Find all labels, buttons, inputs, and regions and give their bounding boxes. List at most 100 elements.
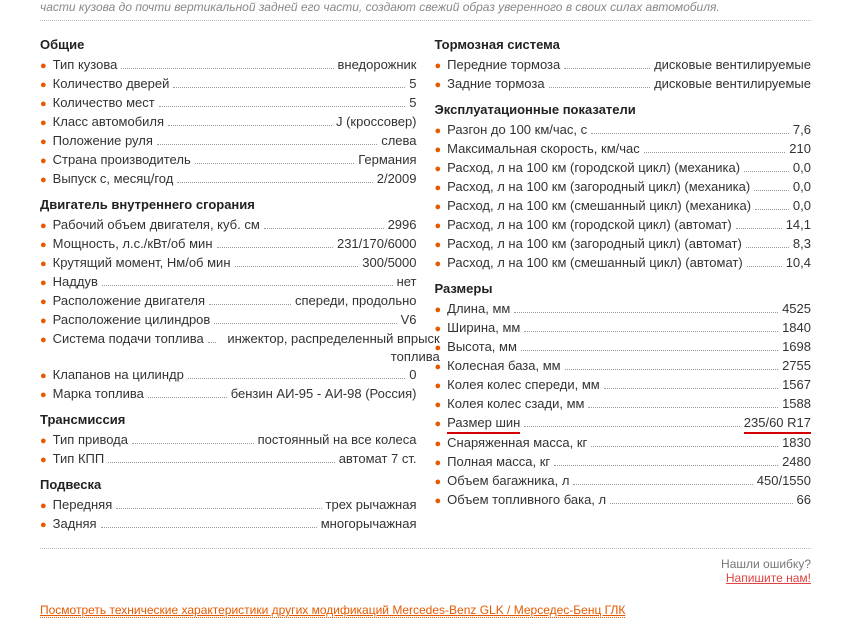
spec-label: Снаряженная масса, кг [447,434,587,452]
dots-filler [754,190,789,191]
bullet-icon: ● [40,312,47,330]
dots-filler [188,378,405,379]
dots-filler [565,369,779,370]
spec-value: 2/2009 [377,170,417,188]
bullet-icon: ● [435,435,442,453]
spec-label: Длина, мм [447,300,510,318]
spec-value: 1830 [782,434,811,452]
spec-value: спереди, продольно [295,292,417,310]
dots-filler [148,397,227,398]
dots-filler [217,247,333,248]
spec-label: Размер шин [447,414,520,434]
spec-row: ●Высота, мм1698 [435,338,812,357]
spec-label: Тип привода [53,431,128,449]
spec-label: Мощность, л.с./кВт/об мин [53,235,213,253]
spec-row: ●Крутящий момент, Нм/об мин300/5000 [40,254,417,273]
bullet-icon: ● [435,179,442,197]
bullet-icon: ● [435,57,442,75]
dots-filler [747,266,782,267]
spec-label: Класс автомобиля [53,113,164,131]
spec-label: Расход, л на 100 км (смешанный цикл) (ме… [447,197,751,215]
bullet-icon: ● [435,160,442,178]
spec-value: 450/1550 [757,472,811,490]
spec-value: слева [381,132,416,150]
dots-filler [564,68,650,69]
spec-value: 66 [797,491,811,509]
bullet-icon: ● [435,301,442,319]
spec-label: Объем топливного бака, л [447,491,606,509]
spec-row: ●Расположение двигателяспереди, продольн… [40,292,417,311]
spec-value: 0,0 [793,159,811,177]
spec-label: Расход, л на 100 км (городской цикл) (ав… [447,216,732,234]
spec-row: ●Разгон до 100 км/час, с7,6 [435,121,812,140]
spec-value: автомат 7 ст. [339,450,417,468]
spec-row: ●Тип КППавтомат 7 ст. [40,450,417,469]
spec-label: Колея колес спереди, мм [447,376,600,394]
spec-row: ●Расход, л на 100 км (загородный цикл) (… [435,178,812,197]
spec-row: ●Максимальная скорость, км/час210 [435,140,812,159]
dots-filler [588,407,778,408]
spec-label: Полная масса, кг [447,453,550,471]
spec-label: Максимальная скорость, км/час [447,140,640,158]
bullet-icon: ● [435,76,442,94]
bullet-icon: ● [40,331,47,349]
spec-label: Высота, мм [447,338,517,356]
footer-question: Нашли ошибку? [721,557,811,571]
spec-value: 7,6 [793,121,811,139]
footer-write-link[interactable]: Напишите нам! [726,571,811,585]
section-title: Эксплуатационные показатели [435,102,812,117]
bullet-icon: ● [40,432,47,450]
column-right: Тормозная система ●Передние тормозадисков… [435,29,812,534]
spec-label: Положение руля [53,132,153,150]
bullet-icon: ● [40,497,47,515]
spec-label: Выпуск с, месяц/год [53,170,174,188]
dots-filler [573,484,752,485]
spec-row: ● Положение руля слева [40,132,417,151]
spec-row: ●Передние тормозадисковые вентилируемые [435,56,812,75]
dots-filler [644,152,786,153]
dots-filler [521,350,778,351]
spec-value: 10,4 [786,254,811,272]
spec-label: Рабочий объем двигателя, куб. см [53,216,260,234]
spec-row: ●Выпуск с, месяц/год2/2009 [40,170,417,189]
spec-label: Колея колес сзади, мм [447,395,584,413]
spec-value: 2480 [782,453,811,471]
spec-row: ●Длина, мм4525 [435,300,812,319]
spec-row: ●Клапанов на цилиндр0 [40,366,417,385]
dots-filler [209,304,291,305]
dots-filler [264,228,384,229]
dots-filler [157,144,377,145]
section-title: Подвеска [40,477,417,492]
spec-label: Страна производитель [53,151,191,169]
dots-filler [554,465,778,466]
dots-filler [610,503,792,504]
spec-value: 235/60 R17 [744,414,811,434]
section-title: Тормозная система [435,37,812,52]
spec-value: дисковые вентилируемые [654,56,811,74]
dots-filler [746,247,789,248]
dots-filler [208,342,216,343]
spec-label: Расход, л на 100 км (смешанный цикл) (ав… [447,254,743,272]
bullet-icon: ● [435,236,442,254]
spec-value: 231/170/6000 [337,235,417,253]
spec-row: ● Расположение цилиндров V6 [40,311,417,330]
spec-label: Разгон до 100 км/час, с [447,121,587,139]
bullet-icon: ● [40,367,47,385]
bullet-icon: ● [40,133,47,151]
spec-row: ●Ширина, мм1840 [435,319,812,338]
spec-label: Тип кузова [53,56,118,74]
spec-value: V6 [401,311,417,329]
spec-label: Расположение цилиндров [53,311,211,329]
other-modifications-link[interactable]: Посмотреть технические характеристики др… [40,603,625,618]
spec-value: 2755 [782,357,811,375]
section-title: Общие [40,37,417,52]
section-title: Размеры [435,281,812,296]
dots-filler [514,312,778,313]
bullet-icon: ● [40,255,47,273]
spec-row: ●Тип кузовавнедорожник [40,56,417,75]
spec-row: ●Колея колес спереди, мм1567 [435,376,812,395]
spec-value: 5 [409,94,416,112]
bullet-icon: ● [435,454,442,472]
section-title: Двигатель внутреннего сгорания [40,197,417,212]
spec-columns: Общие●Тип кузовавнедорожник●Количество д… [0,29,851,534]
